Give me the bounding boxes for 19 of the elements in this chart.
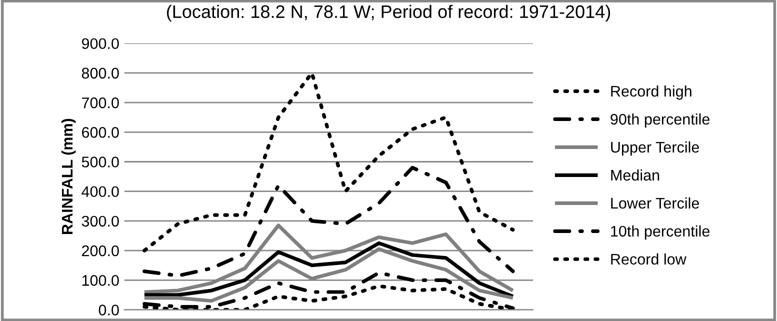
legend-label: Upper Tercile <box>611 141 699 156</box>
legend-label: Median <box>611 169 660 181</box>
y-tick-label: 100.0 <box>82 275 119 286</box>
y-tick-label: 300.0 <box>82 216 119 227</box>
chart-subtitle: (Location: 18.2 N, 78.1 W; Period of record: 1971-2014) <box>166 4 610 22</box>
y-tick-label: 500.0 <box>82 156 119 168</box>
y-tick-label: 0.0 <box>98 304 119 316</box>
legend-label: Record high <box>611 85 692 100</box>
legend-label: Record low <box>611 253 686 265</box>
y-tick-label: 900.0 <box>82 38 119 50</box>
y-tick-label: 400.0 <box>82 186 119 198</box>
y-axis-title: RAINFALL (mm) <box>61 118 76 234</box>
legend-label: 90th percentile <box>610 113 710 128</box>
y-tick-label: 200.0 <box>82 245 119 256</box>
y-tick-label: 800.0 <box>82 68 119 79</box>
y-tick-label: 600.0 <box>82 127 119 138</box>
legend-label: 10th percentile <box>611 225 710 240</box>
y-tick-label: 700.0 <box>82 97 119 108</box>
legend-label: Lower Tercile <box>611 197 699 209</box>
